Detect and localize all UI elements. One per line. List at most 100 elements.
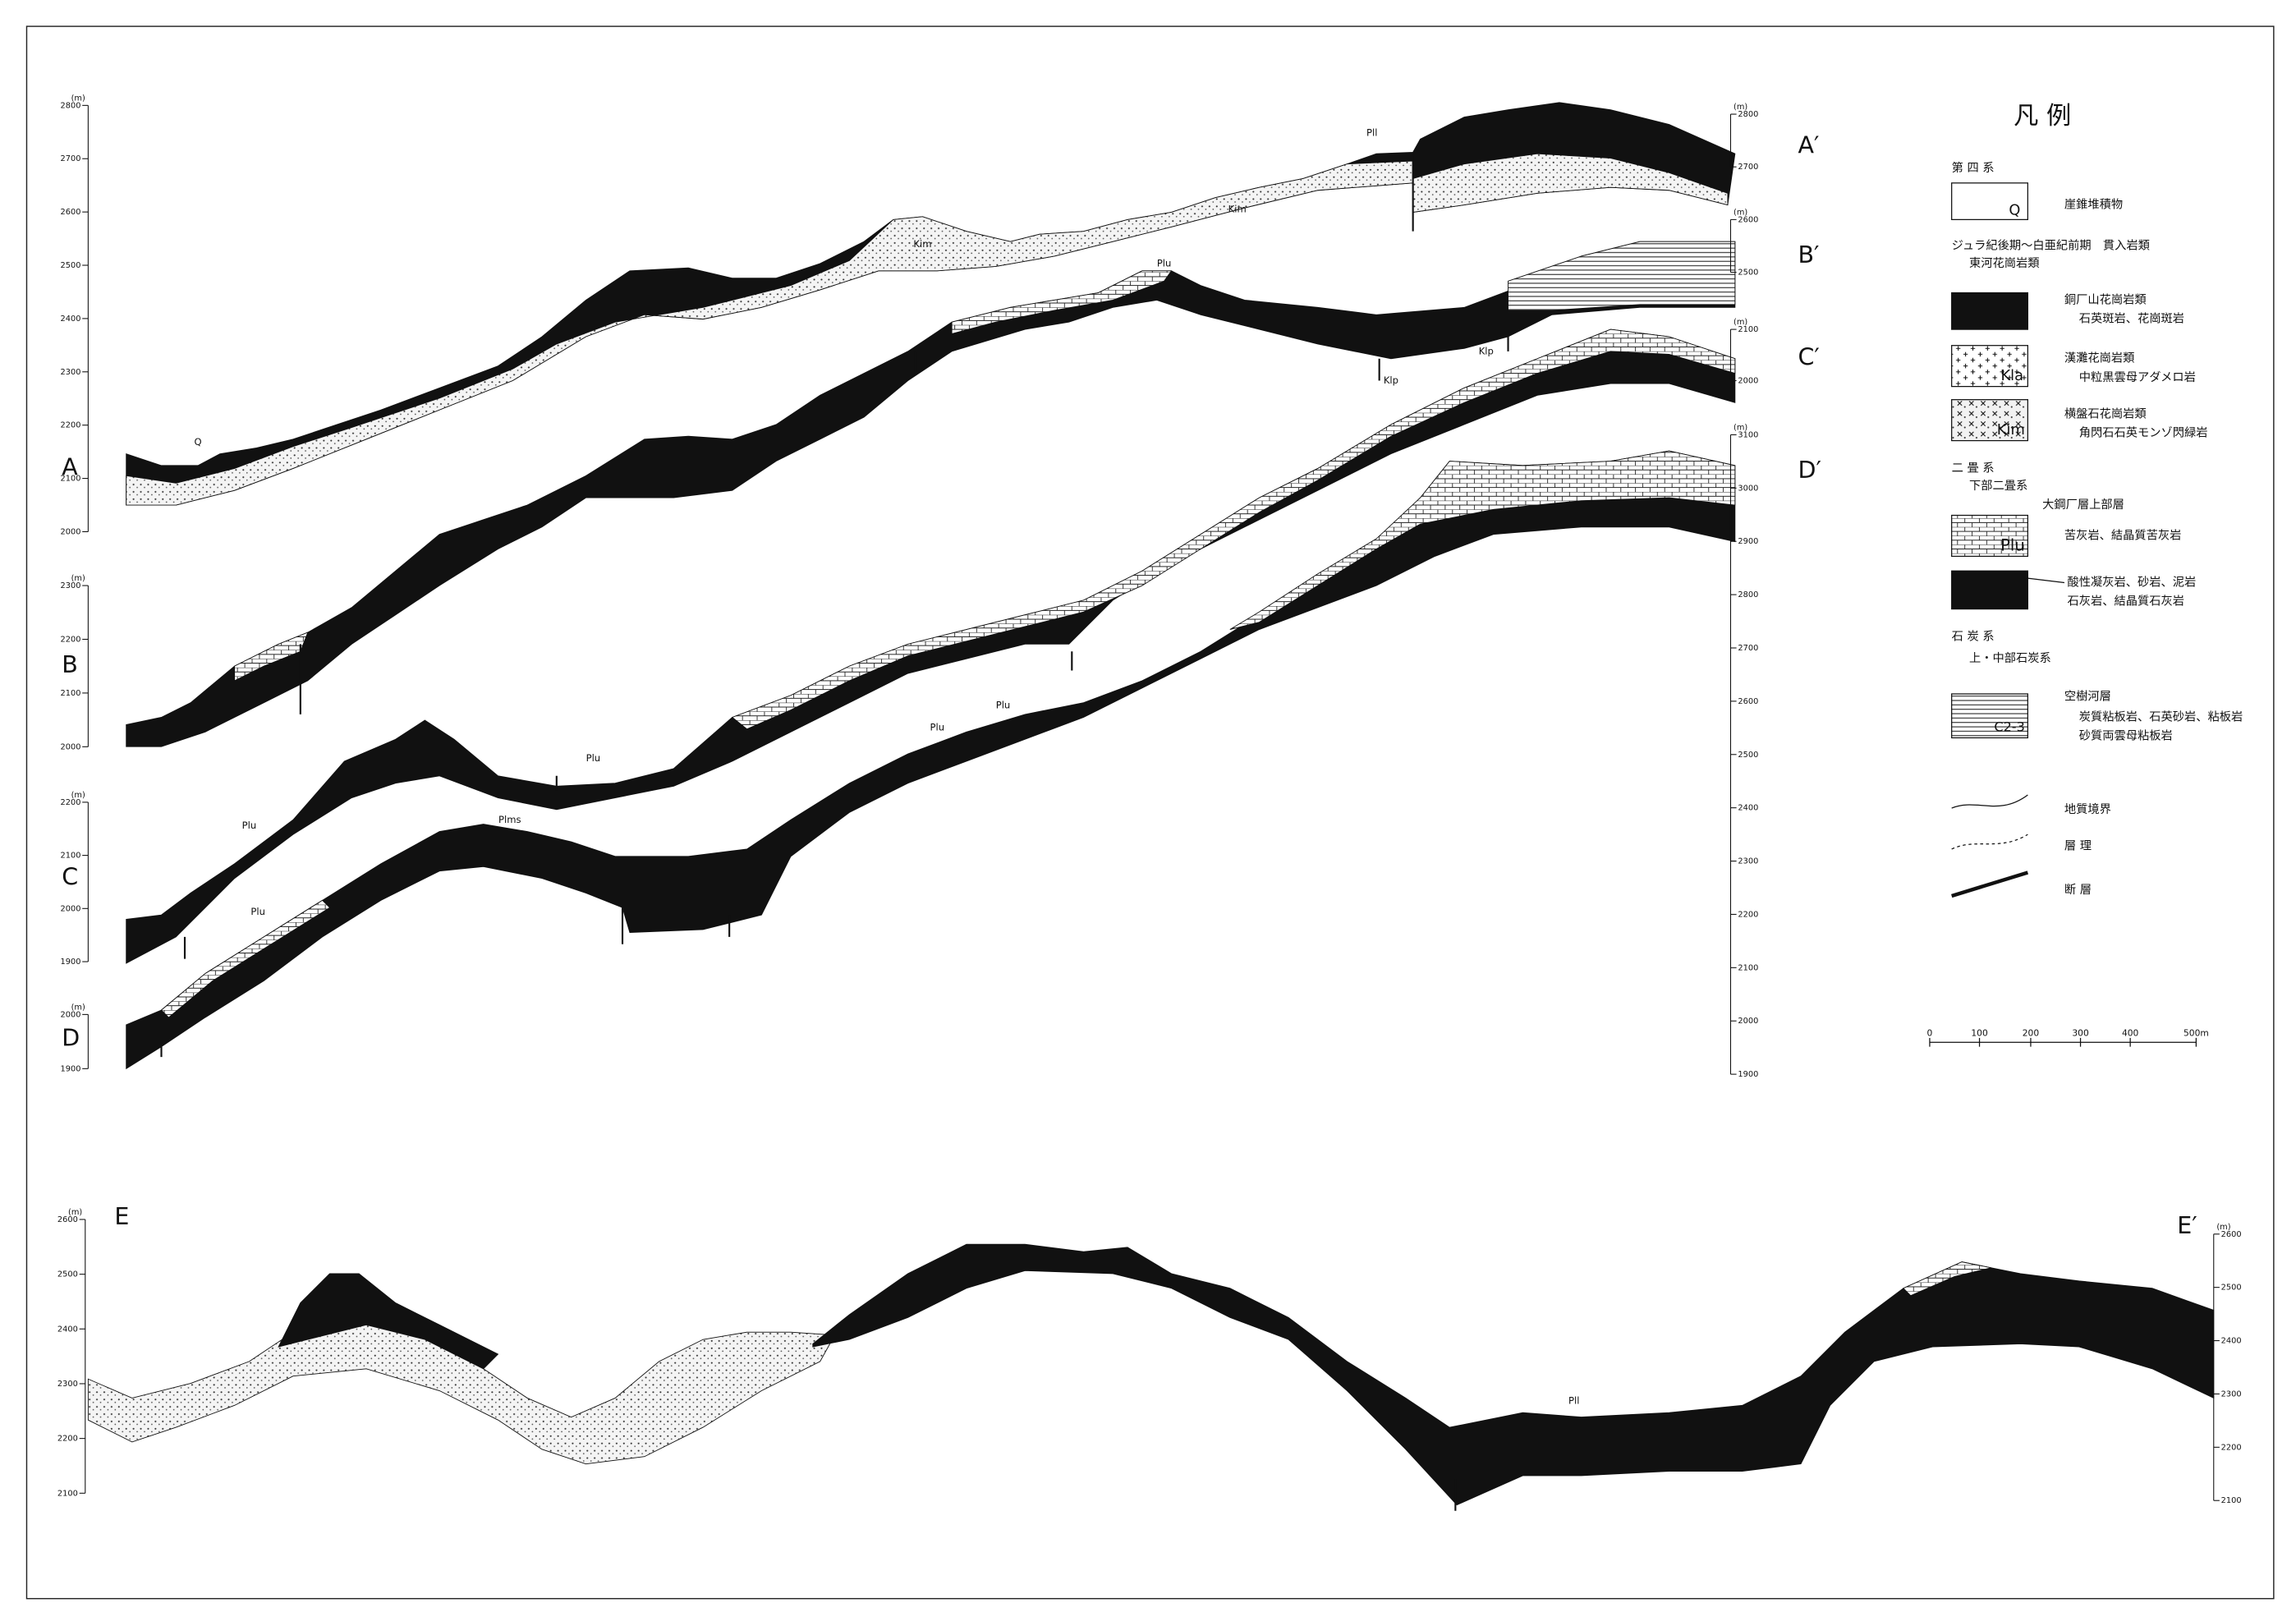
tick-label: 2100 xyxy=(61,689,81,698)
tick-label: 2600 xyxy=(2221,1230,2242,1239)
tick-label: 2500 xyxy=(1738,269,1758,278)
unit-annotation: Plu xyxy=(996,700,1011,711)
legend-heading: ジュラ紀後期～白亜紀前期 貫入岩類 xyxy=(1952,238,2150,252)
legend-heading: 第 四 系 xyxy=(1952,160,1995,175)
unit-annotation: Kim xyxy=(913,238,931,250)
section-end-label: B′ xyxy=(1798,241,1819,269)
legend-text: 崖錐堆積物 xyxy=(2064,198,2123,212)
section-shapes xyxy=(88,103,2213,1511)
tick-label: 2200 xyxy=(57,1435,78,1444)
legend-text: 砂質両雲母粘板岩 xyxy=(2079,728,2173,743)
tick-label: 2600 xyxy=(61,208,81,217)
legend-symbol: Q xyxy=(2009,202,2020,219)
tick-label: 2400 xyxy=(2221,1337,2242,1346)
tick-label: 1900 xyxy=(61,958,81,967)
legend-text: 石英斑岩、花崗斑岩 xyxy=(2079,311,2184,326)
tick-label: 2300 xyxy=(61,368,81,377)
legend-text: 地質境界 xyxy=(2064,802,2111,816)
legend-symbol: C2-3 xyxy=(1994,719,2024,734)
legend-symbol: Plu xyxy=(2000,535,2025,554)
tick-label: 3000 xyxy=(1738,484,1758,493)
legend-text: 苦灰岩、結晶質苦灰岩 xyxy=(2064,527,2182,542)
tick-label: 2200 xyxy=(61,421,81,430)
tick-label: 2000 xyxy=(61,1010,81,1019)
legend-text: 酸性凝灰岩、砂岩、泥岩 xyxy=(2068,575,2197,589)
unit-annotation: Klp xyxy=(1384,374,1398,386)
tick-label: 2100 xyxy=(61,475,81,484)
legend-symbol: Kim xyxy=(1997,421,2025,439)
tick-label: 2100 xyxy=(1738,963,1758,972)
scale-label: 300 xyxy=(2072,1028,2089,1039)
tick-label: 2100 xyxy=(61,852,81,861)
tick-label: 2500 xyxy=(2221,1284,2242,1293)
tick-label: 2800 xyxy=(61,101,81,110)
tick-label: 2600 xyxy=(1738,697,1758,706)
legend-text: 空樹河層 xyxy=(2064,690,2111,704)
tick-label: 2500 xyxy=(1738,751,1758,760)
unit-annotation: Pll xyxy=(1366,127,1377,139)
section-end-label: A′ xyxy=(1798,131,1819,158)
legend-text: 漢灘花崗岩類 xyxy=(2064,351,2135,365)
tick-label: 2100 xyxy=(1738,325,1758,334)
legend-subheading: 東河花崗岩類 xyxy=(1969,256,2040,270)
tick-label: 2200 xyxy=(2221,1443,2242,1452)
tick-label: 2000 xyxy=(61,904,81,913)
tick-label: 2100 xyxy=(57,1489,78,1498)
legend-text: 断 層 xyxy=(2064,883,2092,897)
section-label: C xyxy=(62,864,78,891)
tick-label: 2000 xyxy=(1738,1017,1758,1026)
unit-annotation: Plu xyxy=(242,820,257,831)
section-end-label: C′ xyxy=(1798,344,1819,371)
section-label: B xyxy=(62,651,78,678)
section-end-label: E′ xyxy=(2177,1212,2197,1239)
legend: 凡 例 第 四 系 Q 崖錐堆積物 ジュラ紀後期～白亜紀前期 貫入岩類 東河花崗… xyxy=(1927,102,2243,1038)
legend-heading: 石 炭 系 xyxy=(1952,629,1995,643)
scale-label: 500m xyxy=(2183,1028,2209,1039)
legend-text: 大鋼厂層上部層 xyxy=(2042,498,2124,512)
geologic-cross-sections: 凡 例 第 四 系 Q 崖錐堆積物 ジュラ紀後期～白亜紀前期 貫入岩類 東河花崗… xyxy=(0,0,2296,1603)
legend-text: 横盤石花崗岩類 xyxy=(2064,406,2147,420)
tick-label: 2900 xyxy=(1738,537,1758,546)
scale-label: 400 xyxy=(2122,1028,2139,1039)
legend-subheading: 上・中部石炭系 xyxy=(1969,651,2051,665)
legend-heading: 二 畳 系 xyxy=(1952,461,1995,475)
legend-symbol: Kla xyxy=(2000,367,2023,384)
tick-label: 2200 xyxy=(1738,910,1758,919)
tick-label: 2800 xyxy=(1738,110,1758,119)
tick-label: 1900 xyxy=(1738,1070,1758,1079)
tick-label: 2800 xyxy=(1738,590,1758,599)
scale-label: 0 xyxy=(1927,1028,1933,1039)
tick-label: 2400 xyxy=(61,315,81,324)
legend-text: 炭質粘板岩、石英砂岩、粘板岩 xyxy=(2079,709,2243,723)
tick-label: 2600 xyxy=(1738,215,1758,224)
unit-annotation: Plu xyxy=(250,906,265,917)
section-label: E xyxy=(114,1203,129,1230)
legend-text: 層 理 xyxy=(2064,839,2092,852)
section-label: D xyxy=(62,1025,80,1052)
tick-label: 2300 xyxy=(61,581,81,590)
tick-label: 2400 xyxy=(57,1325,78,1334)
legend-subheading: 下部二畳系 xyxy=(1969,479,2027,493)
tick-label: 2500 xyxy=(61,261,81,270)
legend-title: 凡 例 xyxy=(2014,102,2071,131)
unit-annotation: Pll xyxy=(1568,1394,1579,1406)
tick-label: 2700 xyxy=(1738,644,1758,653)
tick-label: 2200 xyxy=(61,635,81,644)
tick-label: 1900 xyxy=(61,1064,81,1073)
legend-text: 銅厂山花崗岩類 xyxy=(2064,292,2147,306)
tick-label: 2100 xyxy=(2221,1496,2242,1505)
tick-label: 2600 xyxy=(57,1215,78,1224)
tick-label: 2400 xyxy=(1738,804,1758,813)
tick-label: 2700 xyxy=(61,154,81,163)
tick-label: 2700 xyxy=(1738,163,1758,172)
unit-annotation: Kim xyxy=(1228,203,1247,214)
tick-label: 2500 xyxy=(57,1270,78,1279)
unit-annotation: Plms xyxy=(498,814,521,825)
tick-label: 2300 xyxy=(57,1380,78,1389)
tick-label: 2000 xyxy=(61,527,81,536)
scale-label: 100 xyxy=(1971,1028,1988,1039)
unit-annotation: Q xyxy=(194,436,201,448)
tick-label: 2300 xyxy=(1738,857,1758,866)
unit-annotation: Plu xyxy=(586,752,601,764)
tick-label: 3100 xyxy=(1738,430,1758,439)
